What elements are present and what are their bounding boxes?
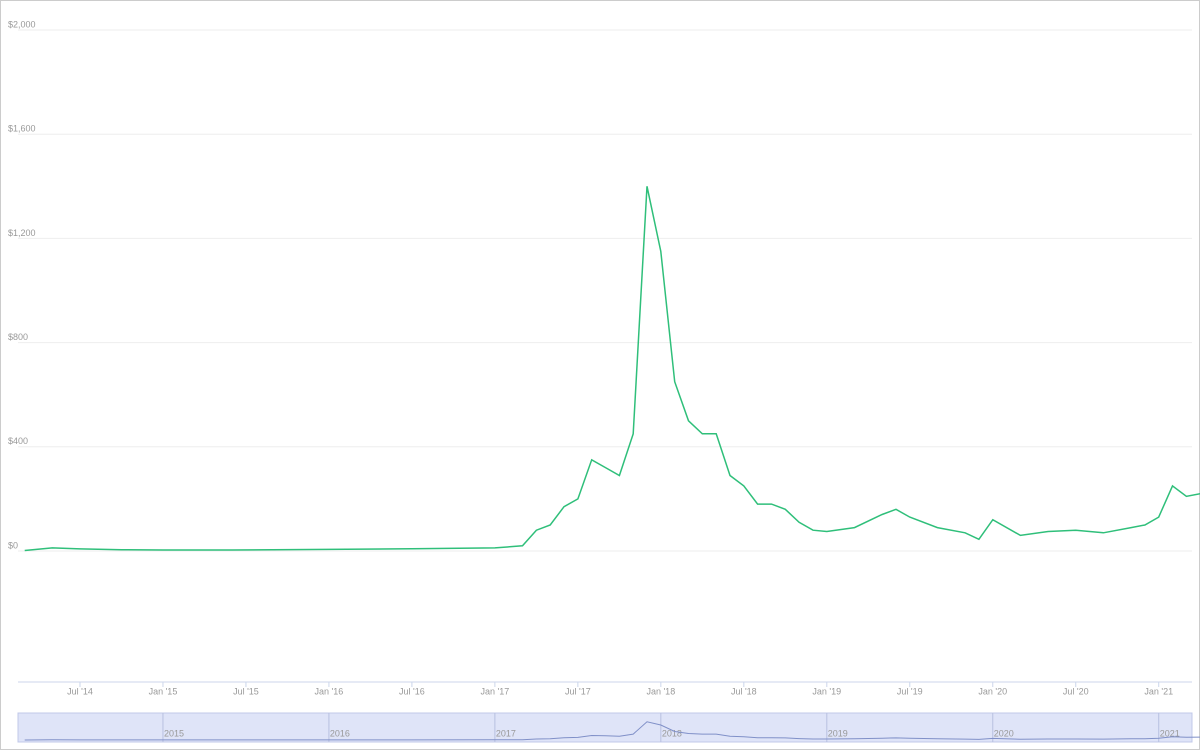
x-tick-label: Jul '19 [897,686,923,696]
x-tick-label: Jul '16 [399,686,425,696]
x-tick-label: Jul '20 [1063,686,1089,696]
navigator-label: 2021 [1160,728,1180,738]
x-tick-label: Jul '15 [233,686,259,696]
y-tick-label: $800 [8,332,28,342]
y-tick-label: $1,600 [8,124,36,134]
navigator-label: 2017 [496,728,516,738]
navigator-label: 2016 [330,728,350,738]
navigator[interactable] [17,712,1193,743]
y-tick-label: $400 [8,436,28,446]
x-tick-label: Jan '21 [1144,686,1173,696]
x-tick-label: Jul '17 [565,686,591,696]
x-tick-label: Jan '15 [149,686,178,696]
x-tick-label: Jul '14 [67,686,93,696]
y-tick-label: $2,000 [8,19,36,29]
navigator-label: 2018 [662,728,682,738]
y-tick-label: $0 [8,540,18,550]
x-tick-label: Jul '18 [731,686,757,696]
navigator-label: 2019 [828,728,848,738]
x-tick-label: Jan '19 [812,686,841,696]
navigator-line [24,721,1200,741]
price-line [24,186,1200,552]
x-tick-label: Jan '17 [481,686,510,696]
navigator-label: 2020 [994,728,1014,738]
navigator-label: 2015 [164,728,184,738]
x-tick-label: Jan '18 [646,686,675,696]
x-tick-label: Jan '20 [978,686,1007,696]
y-tick-label: $1,200 [8,228,36,238]
x-tick-label: Jan '16 [315,686,344,696]
